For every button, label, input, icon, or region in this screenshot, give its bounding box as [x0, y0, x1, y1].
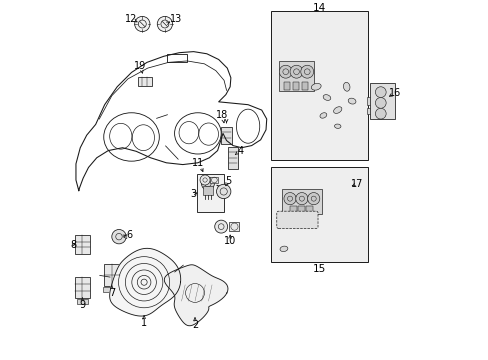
Bar [197, 174, 224, 212]
Circle shape [279, 65, 292, 78]
Ellipse shape [319, 113, 326, 118]
Bar [369, 83, 394, 119]
Bar [284, 82, 290, 90]
Bar [282, 189, 321, 214]
Bar [75, 277, 89, 298]
Ellipse shape [280, 246, 287, 252]
Circle shape [300, 65, 313, 78]
Bar [301, 82, 308, 90]
Circle shape [375, 87, 386, 98]
Circle shape [134, 17, 150, 32]
Text: 2: 2 [191, 320, 198, 330]
Circle shape [216, 184, 230, 199]
Circle shape [201, 177, 214, 190]
Bar [290, 206, 296, 213]
Text: 13: 13 [169, 14, 182, 24]
Bar [137, 77, 152, 86]
Circle shape [289, 65, 303, 78]
Bar [305, 206, 312, 213]
FancyBboxPatch shape [276, 211, 317, 228]
Bar [292, 82, 299, 90]
Text: 3: 3 [190, 189, 196, 199]
Bar [271, 12, 367, 160]
FancyArrowPatch shape [217, 185, 219, 186]
Text: 5: 5 [225, 176, 231, 186]
Bar [229, 222, 239, 231]
Text: 14: 14 [312, 3, 326, 13]
Bar [77, 299, 88, 304]
Circle shape [375, 98, 386, 108]
Polygon shape [109, 248, 181, 316]
Bar [366, 97, 369, 105]
Ellipse shape [311, 84, 321, 90]
Ellipse shape [343, 82, 349, 91]
Polygon shape [164, 265, 227, 326]
Ellipse shape [333, 107, 341, 113]
Bar [203, 186, 212, 195]
Circle shape [375, 108, 386, 119]
Text: 10: 10 [224, 236, 236, 246]
Text: 1: 1 [141, 318, 147, 328]
Polygon shape [123, 234, 126, 239]
Bar [298, 206, 304, 213]
Circle shape [157, 17, 172, 32]
Text: 8: 8 [70, 239, 76, 249]
Bar [227, 147, 238, 168]
Bar [278, 61, 314, 91]
Text: 17: 17 [350, 179, 363, 189]
Text: 4: 4 [237, 146, 243, 156]
Bar [210, 177, 218, 183]
Text: 18: 18 [216, 111, 228, 121]
Text: 11: 11 [191, 158, 203, 168]
Bar [103, 287, 121, 292]
Circle shape [295, 193, 307, 205]
Circle shape [284, 193, 296, 205]
Text: 9: 9 [79, 300, 85, 310]
Bar [75, 235, 89, 255]
Bar [167, 54, 187, 62]
Text: 7: 7 [108, 288, 115, 298]
Bar [221, 127, 231, 144]
Circle shape [214, 220, 227, 233]
Bar [103, 264, 120, 286]
Circle shape [200, 175, 210, 185]
Ellipse shape [334, 124, 340, 129]
Ellipse shape [323, 95, 330, 100]
Text: 15: 15 [312, 264, 326, 274]
Circle shape [307, 193, 319, 205]
Bar [366, 108, 369, 114]
Ellipse shape [347, 98, 355, 104]
Text: 19: 19 [134, 61, 146, 71]
Text: 6: 6 [126, 230, 132, 239]
Bar [271, 167, 367, 262]
Circle shape [112, 229, 126, 244]
Text: 16: 16 [388, 88, 401, 98]
Text: 12: 12 [125, 14, 138, 24]
